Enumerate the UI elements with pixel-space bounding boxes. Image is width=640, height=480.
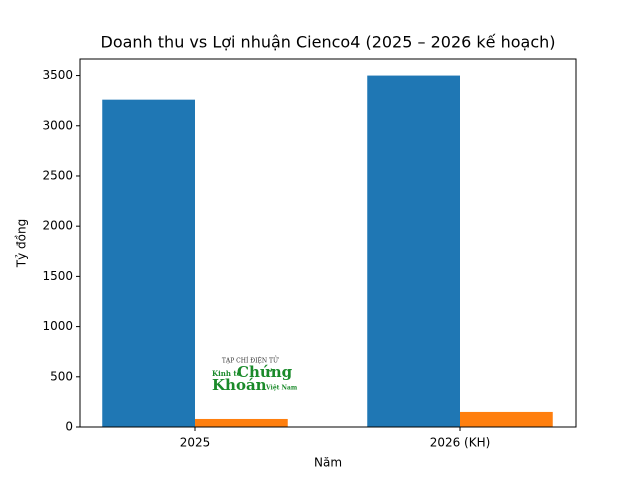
bar bbox=[102, 99, 195, 427]
y-tick-label: 2000 bbox=[42, 219, 73, 233]
y-tick-label: 3500 bbox=[42, 68, 73, 82]
x-axis-label: Năm bbox=[314, 456, 342, 470]
y-tick-label: 500 bbox=[50, 369, 73, 383]
x-tick-label: 2025 bbox=[180, 436, 211, 450]
bar bbox=[367, 75, 460, 427]
y-axis-label: Tỷ đồng bbox=[15, 219, 29, 268]
watermark-text: Việt Nam bbox=[265, 385, 298, 392]
x-tick-label: 2026 (KH) bbox=[430, 436, 491, 450]
y-tick-label: 0 bbox=[65, 420, 73, 434]
plot-area: 0 500 1000 1500 2000 2500 3000 3500 2025 2026 (KH… bbox=[42, 68, 553, 450]
y-tick-label: 1500 bbox=[42, 269, 73, 283]
watermark-text: Khoán bbox=[212, 376, 267, 394]
chart-title: Doanh thu vs Lợi nhuận Cienco4 (2025 – 2… bbox=[101, 33, 556, 52]
y-tick-label: 1000 bbox=[42, 319, 73, 333]
axes-frame bbox=[79, 58, 577, 428]
watermark: TẠP CHÍ ĐIỆN TỬ Kinh tế Chứng Khoán Việt… bbox=[212, 357, 298, 395]
watermark-text: Kinh tế bbox=[212, 369, 242, 378]
watermark-text: TẠP CHÍ ĐIỆN TỬ bbox=[222, 357, 279, 365]
y-tick-label: 2500 bbox=[42, 168, 73, 182]
y-tick-label: 3000 bbox=[42, 118, 73, 132]
bar bbox=[460, 411, 553, 427]
bar bbox=[195, 418, 288, 427]
watermark-text: Chứng bbox=[237, 363, 293, 381]
